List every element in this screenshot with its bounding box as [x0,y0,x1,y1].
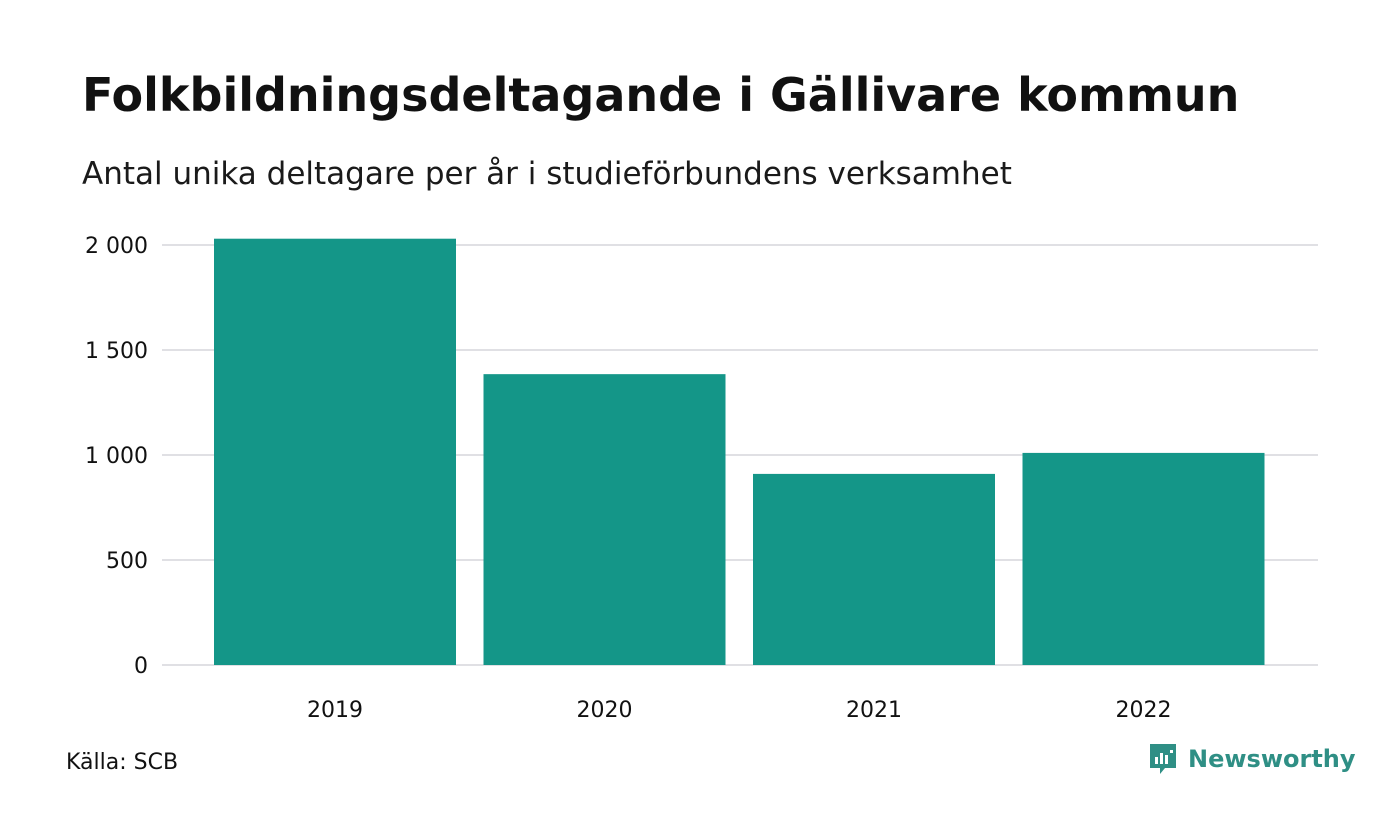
source-note: Källa: SCB [66,750,179,775]
x-tick-label: 2020 [577,698,633,723]
y-tick-label: 2 000 [85,234,148,259]
bar-2020 [483,374,726,665]
x-axis-ticks: 2019 2020 2021 2022 [307,698,1172,723]
x-tick-label: 2019 [307,698,363,723]
chart-title: Folkbildningsdeltagande i Gällivare komm… [82,68,1240,122]
y-tick-label: 1 000 [85,444,148,469]
y-tick-label: 0 [134,654,148,679]
bars [214,238,1265,665]
newsworthy-logo-icon [1150,744,1176,774]
chart-subtitle: Antal unika deltagare per år i studieför… [82,156,1012,192]
bar-2021 [753,473,995,665]
y-tick-label: 500 [106,549,148,574]
newsworthy-logo: Newsworthy [1148,742,1356,776]
y-axis-ticks: 0 500 1 000 1 500 2 000 [85,234,148,679]
y-tick-label: 1 500 [85,339,148,364]
x-tick-label: 2022 [1116,698,1172,723]
bar-2022 [1022,452,1265,665]
brand-name: Newsworthy [1188,745,1356,773]
bar-2019 [214,238,456,665]
x-tick-label: 2021 [846,698,902,723]
